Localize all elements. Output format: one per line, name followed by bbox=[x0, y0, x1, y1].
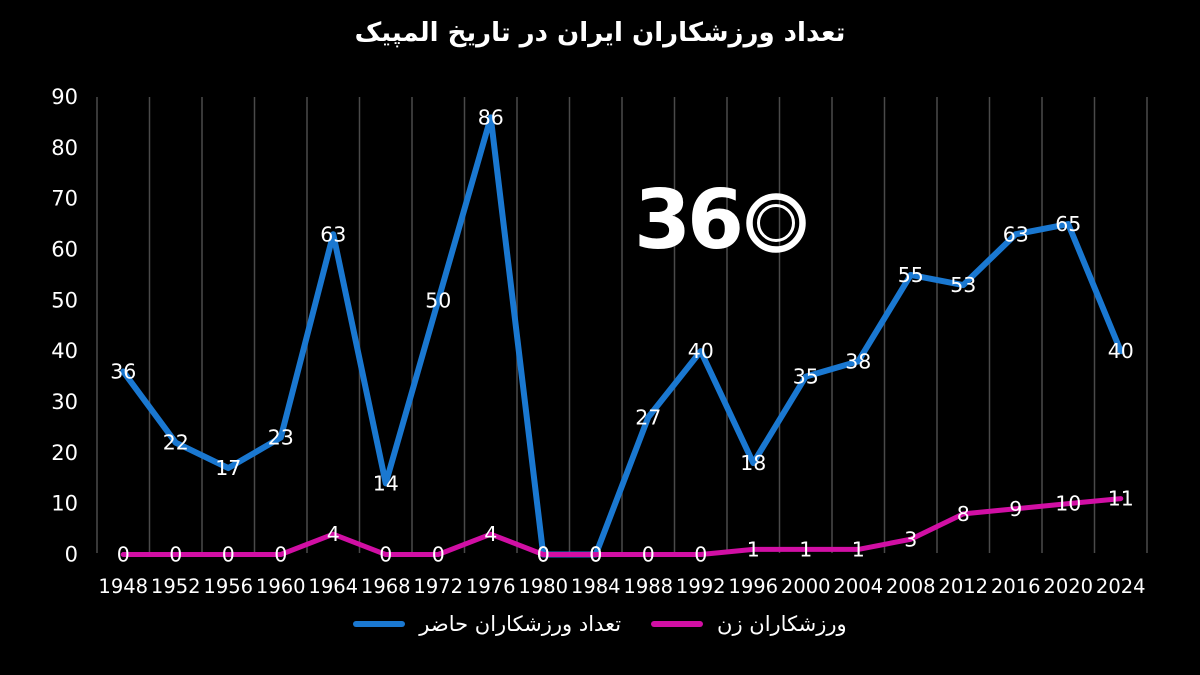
data-label-series-1: 4 bbox=[484, 522, 497, 546]
data-label-series-0: 50 bbox=[425, 288, 451, 312]
legend-swatch-magenta bbox=[651, 621, 704, 627]
data-label-series-1: 0 bbox=[117, 543, 130, 567]
series-line-1 bbox=[120, 496, 1124, 557]
y-tick-label: 50 bbox=[51, 288, 78, 312]
x-tick-label: 1996 bbox=[728, 575, 778, 598]
data-label-series-1: 11 bbox=[1108, 487, 1134, 511]
data-label-series-1: 0 bbox=[222, 543, 235, 567]
data-label-series-1: 0 bbox=[694, 543, 707, 567]
legend-item-athletes: تعداد ورزشکاران حاضر bbox=[353, 612, 621, 636]
data-label-series-0: 17 bbox=[215, 456, 241, 480]
x-tick-label: 1948 bbox=[98, 575, 148, 598]
x-tick-label: 1992 bbox=[676, 575, 726, 598]
logo-360-ring-icon bbox=[746, 193, 806, 253]
data-label-series-0: 53 bbox=[950, 273, 976, 297]
data-label-series-0: 86 bbox=[478, 105, 504, 129]
x-tick-label: 1976 bbox=[466, 575, 516, 598]
data-label-series-1: 1 bbox=[747, 537, 760, 561]
data-label-series-1: 10 bbox=[1055, 492, 1081, 516]
data-label-series-1: 0 bbox=[169, 543, 182, 567]
data-label-series-1: 1 bbox=[852, 537, 865, 561]
x-tick-label: 1984 bbox=[571, 575, 621, 598]
series-line-0 bbox=[120, 114, 1124, 558]
data-label-series-0: 63 bbox=[1003, 222, 1029, 246]
data-label-series-0: 22 bbox=[163, 431, 189, 455]
data-label-series-0: 14 bbox=[373, 471, 399, 495]
y-tick-label: 0 bbox=[65, 543, 78, 567]
y-tick-label: 90 bbox=[51, 85, 78, 109]
x-tick-label: 2020 bbox=[1043, 575, 1093, 598]
legend-label-athletes: تعداد ورزشکاران حاضر bbox=[419, 612, 622, 636]
data-label-series-1: 0 bbox=[379, 543, 392, 567]
data-label-series-0: 40 bbox=[688, 339, 714, 363]
x-tick-label: 2012 bbox=[938, 575, 988, 598]
data-label-series-1: 4 bbox=[327, 522, 340, 546]
data-label-series-1: 8 bbox=[957, 502, 970, 526]
x-tick-label: 1952 bbox=[151, 575, 201, 598]
y-tick-label: 60 bbox=[51, 238, 78, 262]
x-tick-label: 1964 bbox=[308, 575, 358, 598]
data-label-series-1: 0 bbox=[274, 543, 287, 567]
x-tick-label: 2004 bbox=[833, 575, 883, 598]
chart-title: تعداد ورزشکاران ایران در تاریخ المپیک bbox=[354, 18, 846, 48]
data-label-series-1: 0 bbox=[589, 543, 602, 567]
x-tick-label: 2016 bbox=[991, 575, 1041, 598]
x-tick-label: 1988 bbox=[623, 575, 673, 598]
data-label-series-0: 27 bbox=[635, 405, 661, 429]
logo-360: 36 bbox=[634, 173, 809, 268]
y-tick-label: 10 bbox=[51, 492, 78, 516]
data-label-series-0: 0 bbox=[589, 543, 602, 567]
x-tick-label: 1956 bbox=[203, 575, 253, 598]
data-label-series-1: 0 bbox=[432, 543, 445, 567]
data-label-series-0: 0 bbox=[537, 543, 550, 567]
data-label-series-1: 3 bbox=[904, 527, 917, 551]
x-tick-label: 1972 bbox=[413, 575, 463, 598]
x-tick-label: 1980 bbox=[518, 575, 568, 598]
data-label-series-0: 40 bbox=[1108, 339, 1134, 363]
data-label-series-0: 38 bbox=[845, 349, 871, 373]
y-tick-label: 70 bbox=[51, 187, 78, 211]
x-tick-label: 2024 bbox=[1096, 575, 1146, 598]
y-tick-label: 20 bbox=[51, 441, 78, 465]
data-label-series-1: 0 bbox=[642, 543, 655, 567]
y-tick-label: 40 bbox=[51, 339, 78, 363]
data-label-series-0: 35 bbox=[793, 365, 819, 389]
data-label-series-0: 23 bbox=[268, 426, 294, 450]
data-label-series-0: 55 bbox=[898, 263, 924, 287]
legend-label-women: ورزشکاران زن bbox=[717, 612, 847, 636]
data-label-series-1: 1 bbox=[799, 537, 812, 561]
legend-swatch-blue bbox=[353, 621, 406, 627]
x-tick-label: 2000 bbox=[781, 575, 831, 598]
chart-legend: تعداد ورزشکاران حاضر ورزشکاران زن bbox=[0, 612, 1200, 636]
data-label-series-0: 65 bbox=[1055, 212, 1081, 236]
y-tick-label: 80 bbox=[51, 136, 78, 160]
legend-item-women: ورزشکاران زن bbox=[651, 612, 847, 636]
data-label-series-1: 9 bbox=[1009, 497, 1022, 521]
x-tick-label: 1960 bbox=[256, 575, 306, 598]
logo-360-digits: 36 bbox=[634, 173, 744, 268]
y-tick-label: 30 bbox=[51, 390, 78, 414]
x-tick-label: 2008 bbox=[886, 575, 936, 598]
x-tick-label: 1968 bbox=[361, 575, 411, 598]
data-label-series-0: 18 bbox=[740, 451, 766, 475]
data-label-series-0: 36 bbox=[110, 360, 136, 384]
data-label-series-1: 0 bbox=[537, 543, 550, 567]
data-label-series-0: 63 bbox=[320, 222, 346, 246]
